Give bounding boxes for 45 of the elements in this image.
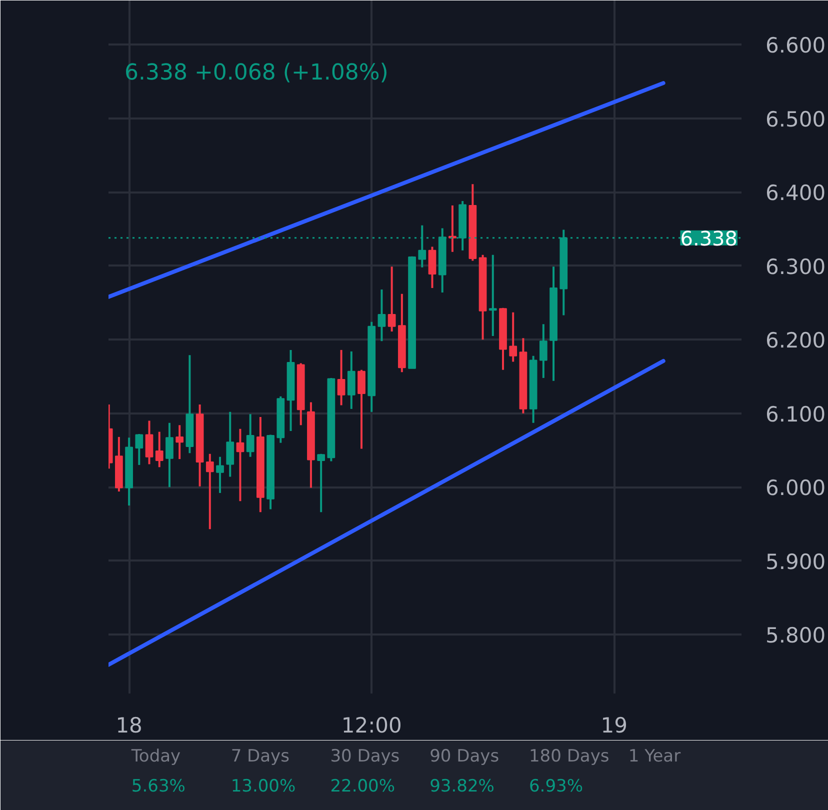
candlestick: [176, 424, 184, 460]
candlestick: [206, 452, 214, 530]
candlestick: [216, 456, 224, 494]
candlestick: [509, 311, 518, 363]
text: Today: [130, 746, 181, 766]
y-tick-label: 6.500: [766, 107, 826, 132]
ref-line-label: 6.338: [680, 226, 738, 250]
text: 22.00%: [330, 776, 396, 796]
candlestick: [145, 420, 154, 466]
text: 180 Days: [528, 746, 610, 766]
text: 7 Days: [230, 746, 290, 766]
text: 6.338 +0.068 (+1.08%): [124, 60, 388, 86]
candlestick: [226, 410, 234, 478]
candlestick: [347, 350, 356, 410]
candlestick: [246, 413, 254, 458]
y-tick-label: 5.900: [766, 550, 826, 574]
text: 5.63%: [131, 776, 186, 796]
candlestick: [428, 246, 436, 290]
y-tick-label: 6.100: [766, 402, 826, 426]
text: 13.00%: [230, 776, 296, 796]
y-tick-label: 6.400: [766, 181, 826, 206]
text: 90 Days: [430, 746, 500, 766]
x-tick-label: 19: [600, 714, 628, 738]
candlestick: [236, 428, 244, 502]
candlestick: [488, 254, 497, 337]
candlestick: [539, 323, 548, 379]
candlestick: [337, 348, 346, 406]
text: 6.93%: [528, 776, 583, 796]
candlestick: [378, 288, 386, 342]
x-tick-label: 12:00: [341, 714, 402, 738]
candlestick: [166, 422, 174, 488]
y-tick-label: 6.200: [766, 328, 826, 353]
text: 1 Year: [628, 746, 681, 766]
y-tick-label: 5.800: [766, 624, 826, 648]
y-tick-label: 6.300: [766, 254, 826, 279]
y-tick-label: 6.600: [766, 34, 826, 58]
x-tick-label: 18: [116, 714, 142, 738]
candlestick: [358, 368, 366, 450]
candlestick: [135, 432, 144, 466]
text: 30 Days: [330, 746, 400, 766]
candlestick: [317, 452, 326, 514]
y-tick-label: 6.000: [766, 476, 826, 500]
candlestick: [388, 266, 396, 333]
candlestick: [155, 430, 164, 468]
text: 93.82%: [430, 776, 494, 796]
